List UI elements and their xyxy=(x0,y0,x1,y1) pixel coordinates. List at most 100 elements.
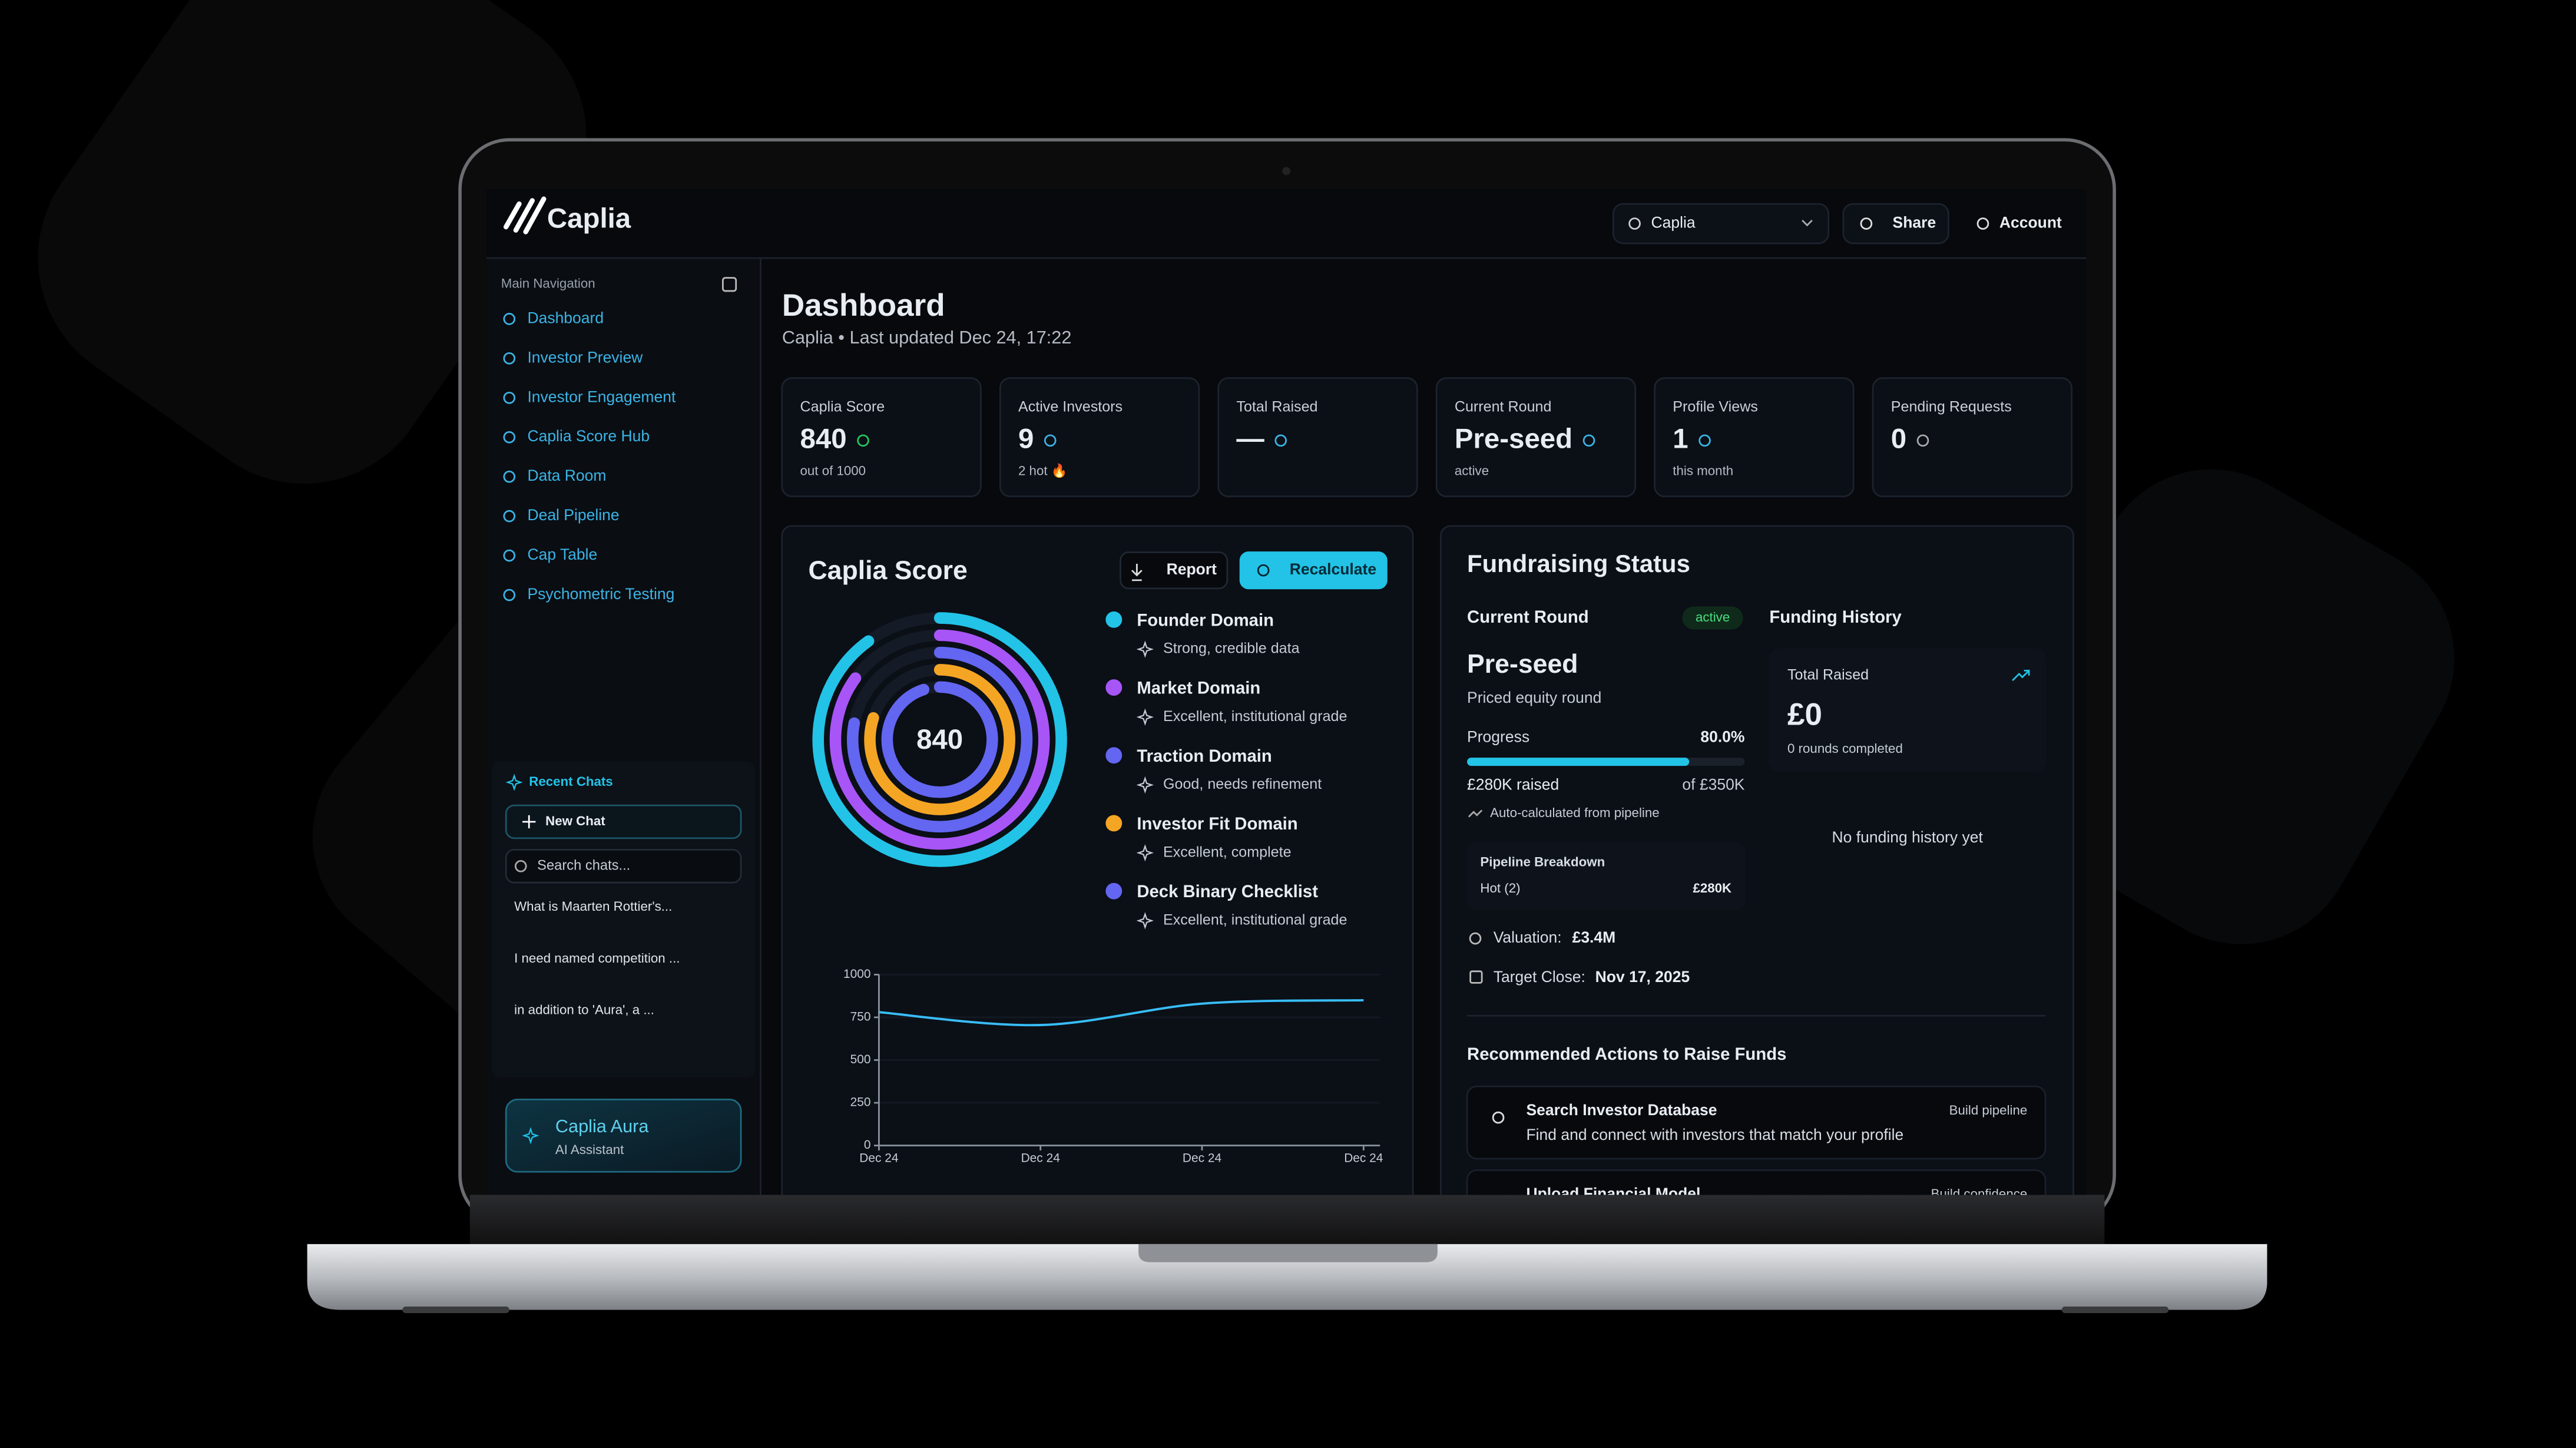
domain-dot xyxy=(1105,882,1123,900)
label: Dashboard xyxy=(782,288,945,323)
label: Pipeline Breakdown xyxy=(1480,855,1605,870)
label: No funding history yet xyxy=(1832,828,1984,846)
label: Recommended Actions to Raise Funds xyxy=(1467,1044,1786,1064)
stat-card xyxy=(1217,377,1418,498)
x-tick-label: Dec 24 xyxy=(1021,1151,1061,1165)
badge xyxy=(1682,606,1743,630)
trend-icon xyxy=(1468,809,1483,818)
search-chats[interactable] xyxy=(505,849,742,884)
domain-dot xyxy=(1105,679,1123,696)
nav-label: Cap Table xyxy=(527,546,597,563)
domain-name: Investor Fit Domain xyxy=(1137,814,1297,834)
domain-name: Market Domain xyxy=(1137,679,1260,698)
label: Upload Financial Model xyxy=(1526,1185,1700,1202)
icon xyxy=(1628,217,1641,230)
report-button[interactable] xyxy=(1120,551,1229,590)
camera xyxy=(1282,167,1291,176)
label: 80.0% xyxy=(1700,728,1744,746)
label: Priced equity round xyxy=(1467,689,1601,706)
icon xyxy=(1976,217,1989,230)
nav-icon xyxy=(503,549,516,562)
stat-value: 9 xyxy=(1018,423,1034,454)
label: Main Navigation xyxy=(501,276,595,291)
share-button[interactable] xyxy=(1842,203,1949,244)
action-row[interactable] xyxy=(1466,1085,2047,1160)
nav-label: Investor Engagement xyxy=(527,388,676,405)
y-tick-label: 750 xyxy=(850,1010,871,1023)
chat-title: in addition to 'Aura', a ... xyxy=(514,1003,654,1017)
x-tick-label: Dec 24 xyxy=(859,1151,899,1165)
label: AI Assistant xyxy=(555,1142,624,1157)
stat-card xyxy=(781,377,982,498)
nav-label: Data Room xyxy=(527,467,606,484)
stat-label: Current Round xyxy=(1455,399,1552,415)
label: New Chat xyxy=(545,814,605,828)
stat-card xyxy=(1872,377,2073,498)
label: Report xyxy=(1167,560,1217,578)
stat-label: Profile Views xyxy=(1673,399,1758,415)
domain-dot xyxy=(1105,815,1123,832)
nav-icon xyxy=(503,510,516,523)
label: Auto-calculated from pipeline xyxy=(1490,805,1660,820)
nav-icon xyxy=(503,313,516,325)
label: Caplia xyxy=(1651,214,1695,232)
stat-label: Active Investors xyxy=(1018,399,1123,415)
x-tick-label: Dec 24 xyxy=(1183,1151,1222,1165)
label: Nov 17, 2025 xyxy=(1595,968,1690,986)
sparkle-icon xyxy=(1136,708,1154,726)
y-tick-label: 0 xyxy=(864,1138,871,1152)
recent-chats-panel xyxy=(492,762,755,1077)
plus-icon xyxy=(522,815,536,829)
calendar-icon xyxy=(1469,970,1483,984)
download-icon xyxy=(1131,564,1143,581)
nav-label: Investor Preview xyxy=(527,348,643,366)
assistant-card[interactable] xyxy=(505,1099,742,1173)
recalculate-button[interactable] xyxy=(1239,551,1388,590)
chat-title: What is Maarten Rottier's... xyxy=(514,899,672,914)
account-button[interactable] xyxy=(1961,203,2074,244)
y-tick-label: 250 xyxy=(850,1096,871,1109)
notch xyxy=(1138,1244,1438,1262)
label: Valuation: xyxy=(1494,928,1562,946)
nav-icon xyxy=(503,352,516,365)
sparkle-icon xyxy=(522,1127,539,1145)
sparkle-icon xyxy=(505,773,523,791)
stat-label: Pending Requests xyxy=(1891,399,2012,415)
stat-icon xyxy=(1044,434,1057,447)
score-ring xyxy=(881,681,998,798)
label: Current Round xyxy=(1467,607,1589,627)
domain-name: Deck Binary Checklist xyxy=(1137,882,1318,901)
stat-icon xyxy=(857,434,869,447)
action-row[interactable] xyxy=(1466,1169,2047,1242)
sparkle-icon xyxy=(1136,912,1154,930)
collapse-icon[interactable] xyxy=(722,277,737,292)
nav-label: Deal Pipeline xyxy=(527,506,619,524)
new-chat-button[interactable] xyxy=(505,804,742,839)
stat-icon xyxy=(1274,434,1287,447)
logo-text: Caplia xyxy=(547,203,631,234)
label: of £350K xyxy=(1682,776,1744,794)
stat-value: 0 xyxy=(1891,423,1906,454)
stat-icon xyxy=(1582,434,1595,447)
app: Caplia Caplia Share Account Main Navigation D… xyxy=(486,189,2087,1242)
nav-label: Psychometric Testing xyxy=(527,585,674,603)
y-tick-label: 1000 xyxy=(843,967,871,981)
card-title: Caplia Score xyxy=(808,556,967,585)
hinge xyxy=(469,1195,2105,1244)
stat-card xyxy=(1654,377,1855,498)
label: Funding History xyxy=(1769,607,1902,627)
search-icon xyxy=(514,859,527,872)
workspace-select[interactable] xyxy=(1612,203,1830,244)
domain-name: Founder Domain xyxy=(1137,610,1274,630)
score-ring xyxy=(847,646,1033,833)
label: Build pipeline xyxy=(1949,1103,2028,1118)
chat-title: I need named competition ... xyxy=(514,951,680,966)
label: Total Raised xyxy=(1787,666,1869,683)
chevron xyxy=(1802,220,1813,227)
label: Target Close: xyxy=(1494,968,1585,986)
foot xyxy=(402,1306,509,1314)
label: Recalculate xyxy=(1290,560,1376,578)
stat-value: 840 xyxy=(800,423,847,454)
